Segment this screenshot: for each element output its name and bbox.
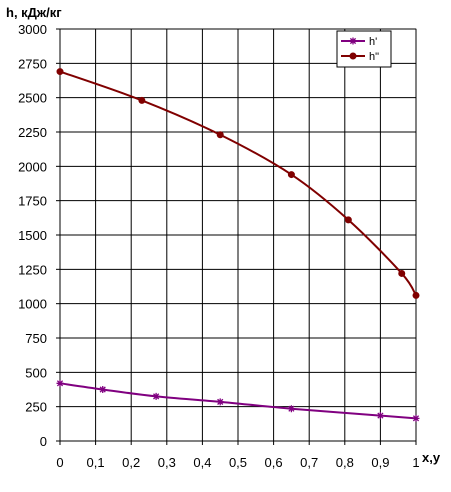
data-point <box>344 216 352 224</box>
x-tick-label: 0,5 <box>229 455 247 470</box>
y-tick-label: 250 <box>25 400 47 415</box>
legend-label: h" <box>369 51 379 63</box>
x-tick-label: 0,7 <box>300 455 318 470</box>
x-axis-label: x,y <box>422 450 441 465</box>
data-point <box>398 269 406 277</box>
data-point <box>216 398 224 406</box>
data-point <box>376 412 384 420</box>
x-tick-label: 1 <box>412 455 419 470</box>
x-tick-label: 0,9 <box>371 455 389 470</box>
legend-box <box>336 30 392 68</box>
data-point <box>287 405 295 413</box>
y-tick-label: 2000 <box>18 159 47 174</box>
x-tick-label: 0,4 <box>193 455 211 470</box>
x-tick-label: 0 <box>56 455 63 470</box>
y-tick-label: 1500 <box>18 228 47 243</box>
data-point <box>349 52 357 60</box>
x-tick-label: 0,3 <box>158 455 176 470</box>
data-point <box>152 392 160 400</box>
data-point <box>216 131 224 139</box>
legend: h' h" <box>336 30 392 68</box>
y-tick-label: 2750 <box>18 56 47 71</box>
x-tick-label: 0,6 <box>265 455 283 470</box>
y-tick-label: 500 <box>25 365 47 380</box>
y-tick-label: 0 <box>40 434 47 449</box>
data-point <box>138 96 146 104</box>
y-tick-label: 1000 <box>18 297 47 312</box>
x-tick-label: 0,2 <box>122 455 140 470</box>
data-point <box>56 68 64 76</box>
data-point <box>349 37 357 45</box>
legend-item: h' <box>341 36 377 48</box>
y-tick-label: 2250 <box>18 125 47 140</box>
legend-label: h' <box>369 36 377 48</box>
y-axis: 0 250 500 750 1000 1250 1500 1750 2000 2250 2500 27… <box>18 22 61 449</box>
y-tick-label: 1250 <box>18 262 47 277</box>
data-point <box>412 414 420 422</box>
x-tick-label: 0,1 <box>87 455 105 470</box>
legend-item: h" <box>341 51 379 63</box>
y-tick-label: 2500 <box>18 91 47 106</box>
series-layer <box>56 68 420 422</box>
y-tick-label: 750 <box>25 331 47 346</box>
data-point <box>412 291 420 299</box>
y-tick-label: 3000 <box>18 22 47 37</box>
series-h-prime <box>56 379 420 422</box>
x-tick-label: 0,8 <box>336 455 354 470</box>
data-point <box>287 171 295 179</box>
data-point <box>99 386 107 393</box>
data-point <box>56 379 64 387</box>
series-h-double-prime <box>56 68 420 299</box>
y-tick-label: 1750 <box>18 194 47 209</box>
x-axis: 0 0,1 0,2 0,3 0,4 0,5 0,6 0,7 0,8 0,9 1 <box>56 440 420 470</box>
y-axis-label: h, кДж/кг <box>6 5 62 20</box>
